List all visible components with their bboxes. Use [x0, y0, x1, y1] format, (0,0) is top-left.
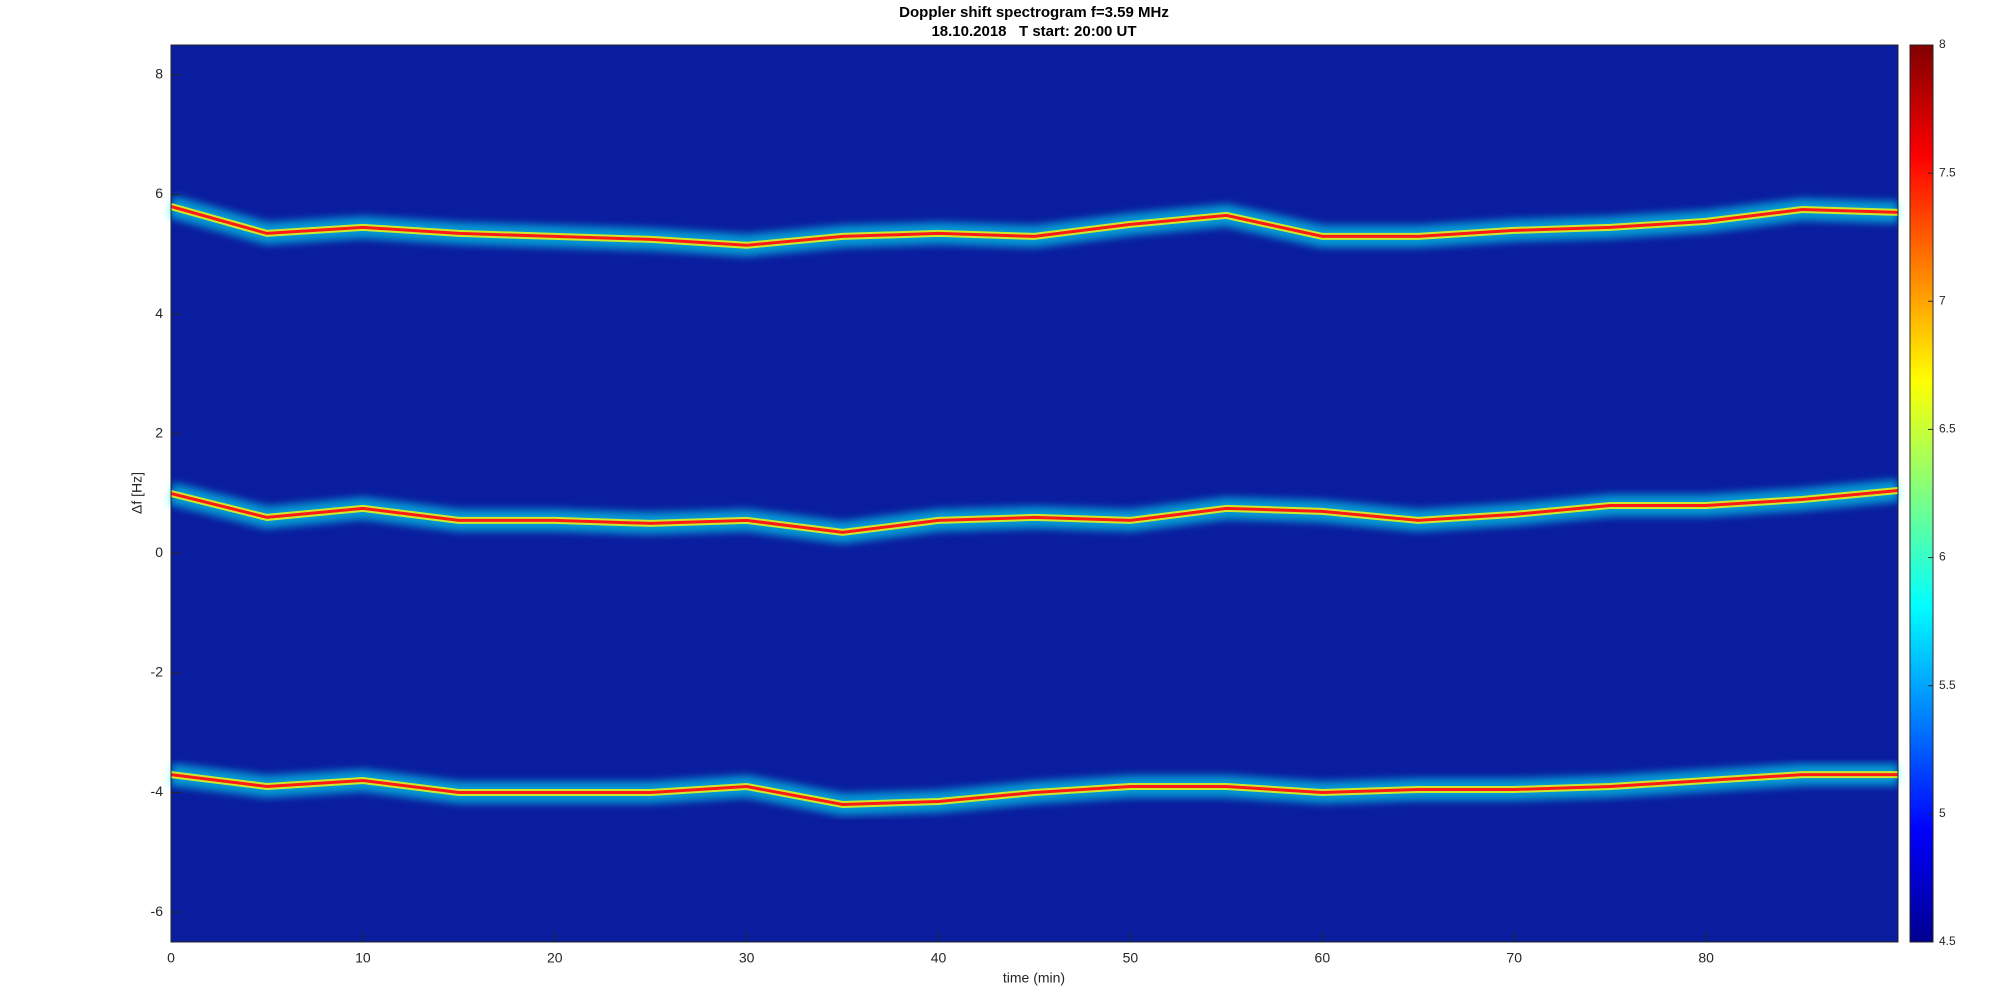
- chart-title: Doppler shift spectrogram f=3.59 MHz: [899, 4, 1169, 21]
- y-tick-label: 0: [155, 544, 163, 560]
- y-tick-label: 8: [155, 66, 163, 82]
- x-tick-label: 80: [1698, 950, 1714, 966]
- trace: [170, 489, 1899, 534]
- y-tick-label: 4: [155, 305, 163, 321]
- x-tick-label: 60: [1315, 950, 1331, 966]
- x-axis-label: time (min): [1003, 970, 1065, 986]
- colorbar-tick-label: 5: [1939, 806, 1946, 820]
- colorbar-tick-label: 4.5: [1939, 934, 1956, 948]
- y-tick-label: -2: [151, 664, 164, 680]
- x-tick-label: 10: [355, 950, 371, 966]
- trace: [170, 205, 1899, 247]
- y-axis-label: Δf [Hz]: [129, 472, 145, 514]
- y-tick-label: -4: [151, 783, 164, 799]
- x-tick-label: 40: [931, 950, 947, 966]
- x-tick-label: 70: [1506, 950, 1522, 966]
- chart-subtitle: 18.10.2018 T start: 20:00 UT: [931, 23, 1136, 40]
- colorbar-tick-label: 7: [1939, 293, 1946, 307]
- x-tick-label: 30: [739, 950, 755, 966]
- plot-area: [171, 45, 1898, 942]
- y-tick-label: 6: [155, 185, 163, 201]
- colorbar-tick-label: 7.5: [1939, 165, 1956, 179]
- plot-frame: [170, 44, 1899, 943]
- colorbar-tick-label: 6: [1939, 550, 1946, 564]
- x-tick-label: 0: [167, 950, 175, 966]
- trace: [170, 773, 1898, 807]
- colorbar-tick-label: 5.5: [1939, 678, 1956, 692]
- colorbar-tick-label: 6.5: [1939, 422, 1956, 436]
- x-tick-label: 50: [1123, 950, 1139, 966]
- y-tick-label: -6: [151, 903, 164, 919]
- x-tick-label: 20: [547, 950, 563, 966]
- y-tick-label: 2: [155, 424, 163, 440]
- colorbar: [1909, 44, 1934, 943]
- colorbar-tick-label: 8: [1939, 37, 1946, 51]
